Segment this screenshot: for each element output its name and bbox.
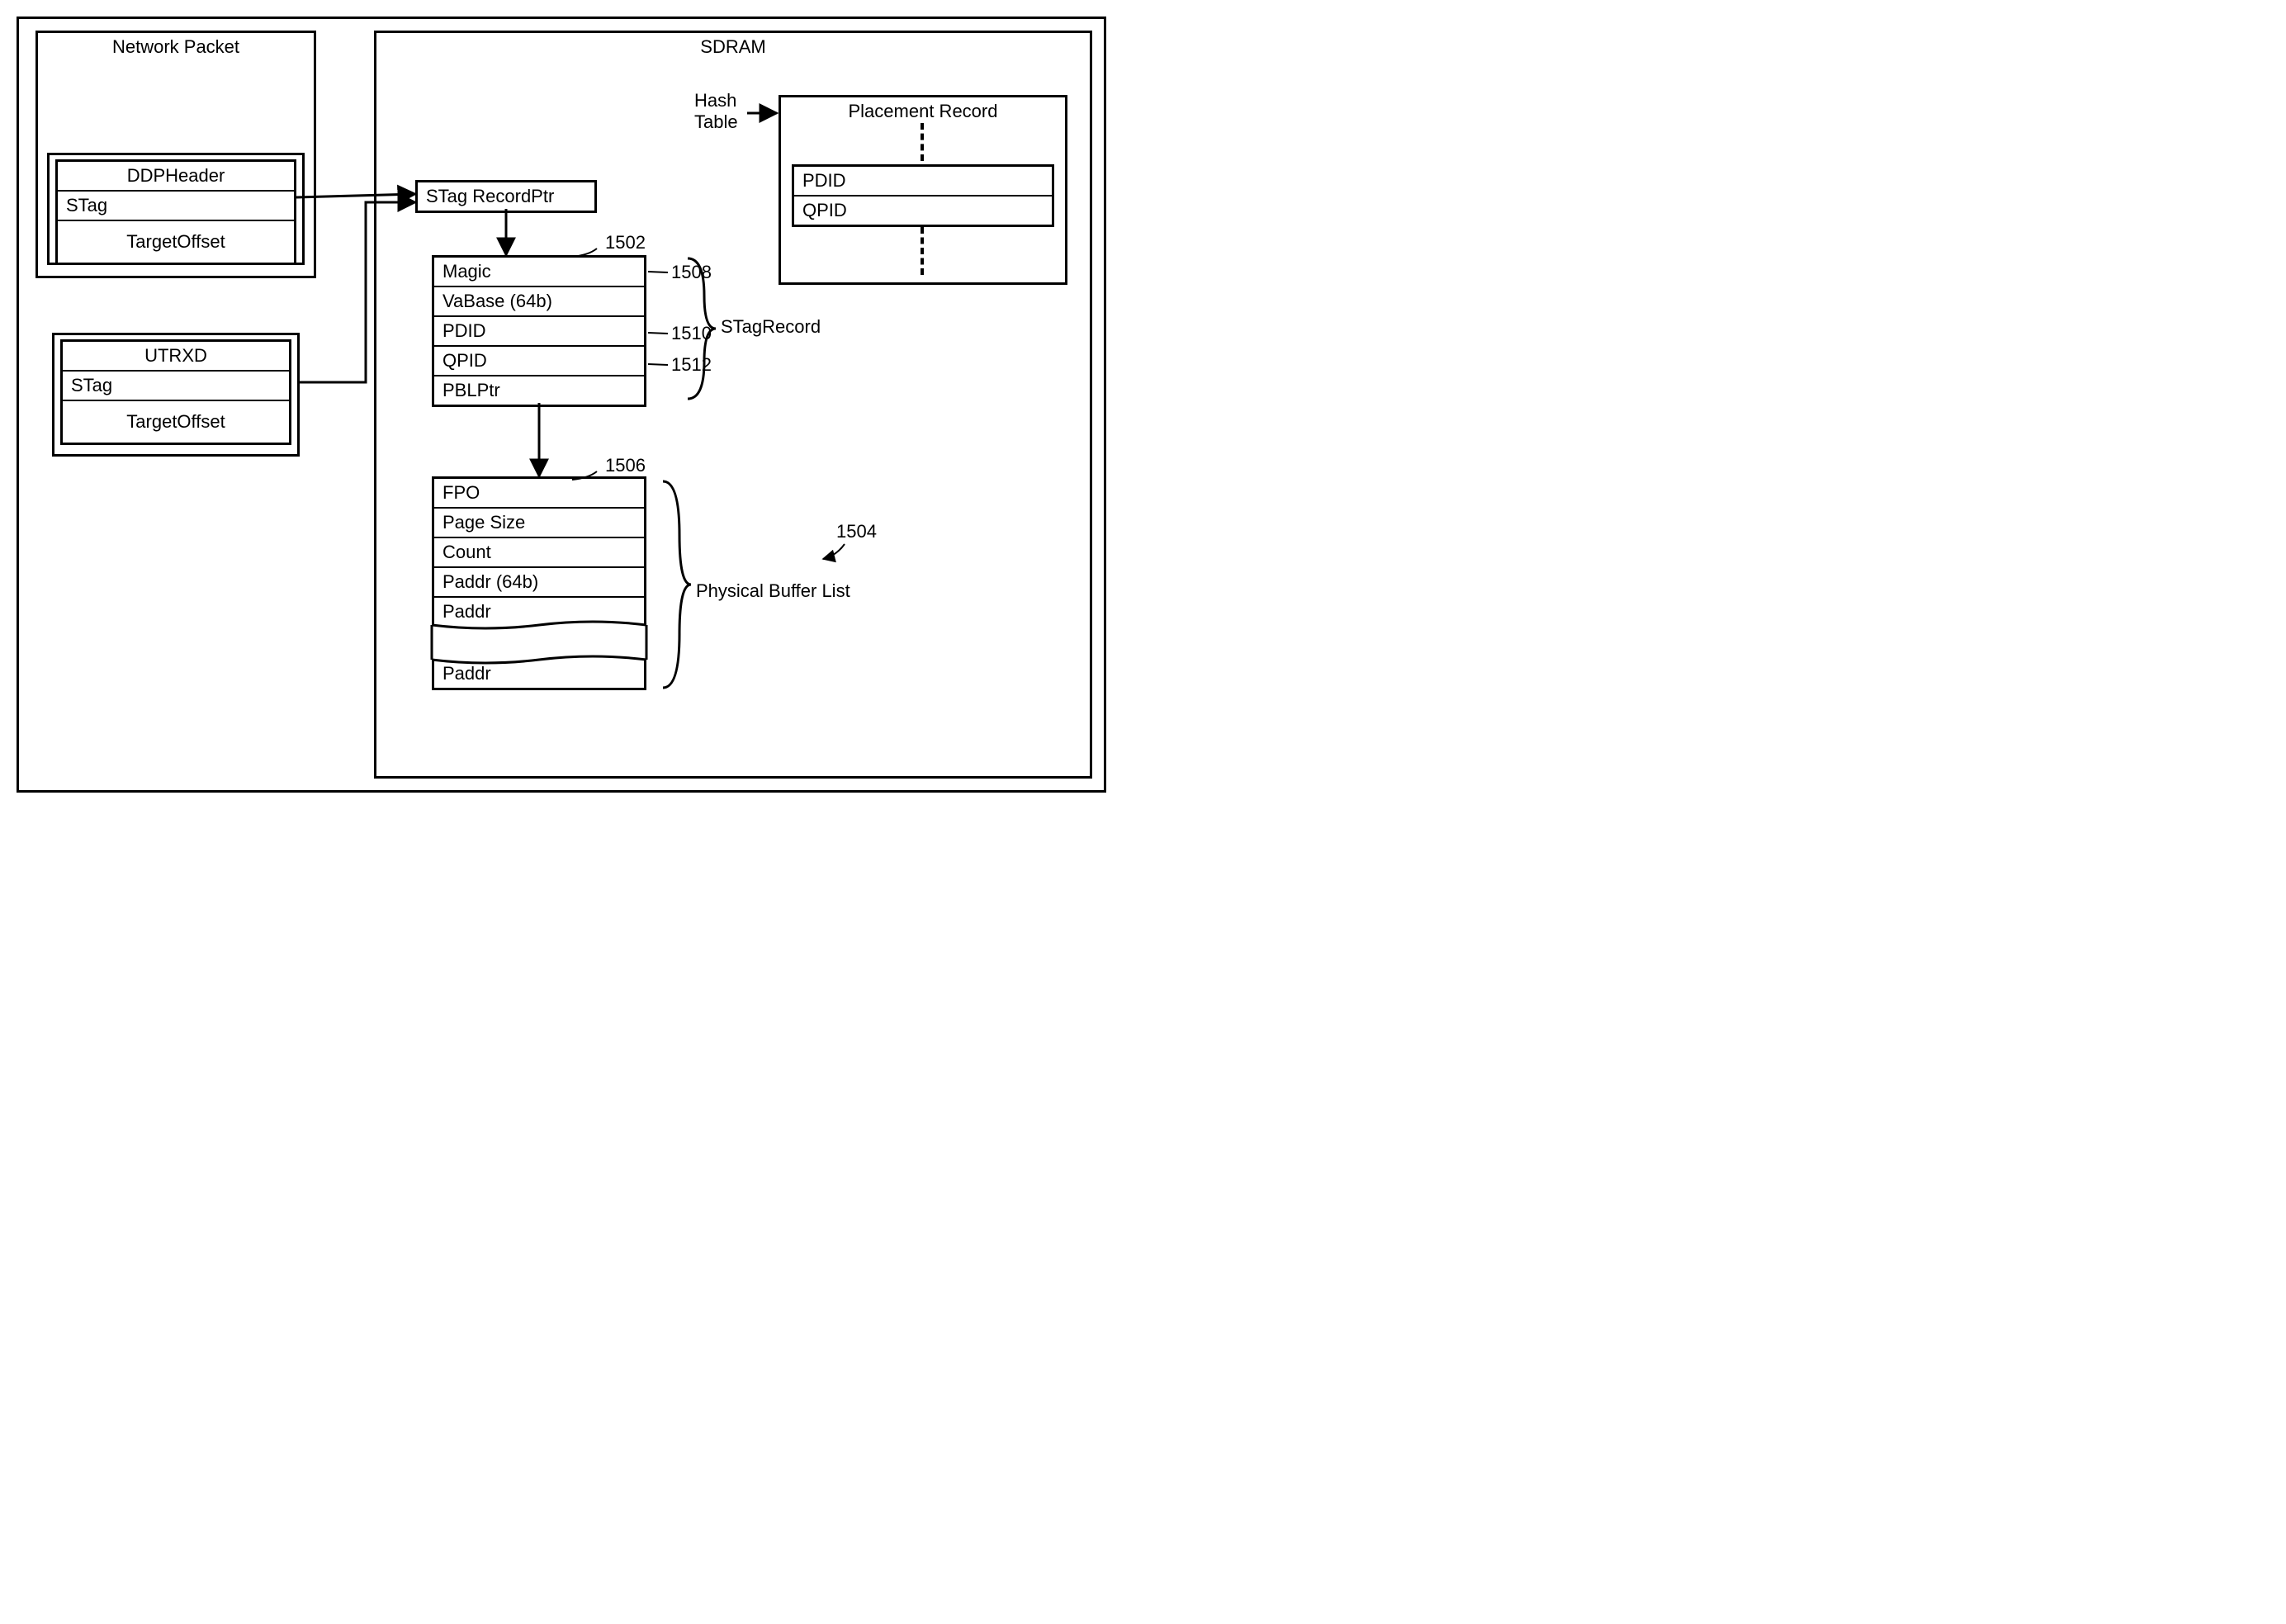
- utrxd-targetoffset: TargetOffset: [63, 400, 289, 443]
- ddp-header-title: DDPHeader: [58, 162, 294, 190]
- pbl-paddr2: Paddr: [434, 660, 644, 688]
- pr-pdid: PDID: [794, 167, 1052, 195]
- stagrec-qpid: QPID: [434, 345, 644, 375]
- ref-1508: 1508: [671, 262, 712, 283]
- pbl-count: Count: [434, 537, 644, 566]
- pbl-table-bottom: Paddr: [432, 660, 646, 690]
- stagrec-pdid: PDID: [434, 315, 644, 345]
- ref-1502: 1502: [605, 232, 646, 253]
- stag-record-ptr: STag RecordPtr: [415, 180, 597, 213]
- pr-qpid: QPID: [794, 195, 1052, 225]
- stagrec-pblptr: PBLPtr: [434, 375, 644, 405]
- hash-table-label: Hash Table: [694, 90, 738, 133]
- diagram-canvas: Network Packet DDPHeader STag TargetOffs…: [17, 17, 1106, 793]
- placement-record-inner: PDID QPID: [792, 164, 1054, 227]
- pbl-paddr1: Paddr: [434, 596, 644, 626]
- ref-1510: 1510: [671, 323, 712, 344]
- stagrec-vabase: VaBase (64b): [434, 286, 644, 315]
- network-packet-title: Network Packet: [38, 33, 314, 61]
- utrxd-stag: STag: [63, 370, 289, 400]
- pbl-table-top: FPO Page Size Count Paddr (64b) Paddr: [432, 476, 646, 626]
- sdram-title: SDRAM: [376, 33, 1090, 61]
- ddp-stag: STag: [58, 190, 294, 220]
- ddp-targetoffset: TargetOffset: [58, 220, 294, 263]
- ref-1504: 1504: [836, 521, 877, 542]
- stag-record-label: STagRecord: [721, 316, 821, 338]
- stag-record-ptr-text: STag RecordPtr: [418, 182, 594, 211]
- stag-record-table: Magic VaBase (64b) PDID QPID PBLPtr: [432, 255, 646, 407]
- stagrec-magic: Magic: [434, 258, 644, 286]
- ddp-header-inner: DDPHeader STag TargetOffset: [55, 159, 296, 265]
- utrxd-inner: UTRXD STag TargetOffset: [60, 339, 291, 445]
- ref-1512: 1512: [671, 354, 712, 376]
- pbl-label: Physical Buffer List: [696, 580, 850, 602]
- pbl-pagesize: Page Size: [434, 507, 644, 537]
- pbl-fpo: FPO: [434, 479, 644, 507]
- utrxd-title: UTRXD: [63, 342, 289, 370]
- dash-top: [921, 123, 924, 161]
- dash-bottom: [921, 227, 924, 275]
- ref-1506: 1506: [605, 455, 646, 476]
- placement-record-title: Placement Record: [781, 97, 1065, 125]
- pbl-paddr64: Paddr (64b): [434, 566, 644, 596]
